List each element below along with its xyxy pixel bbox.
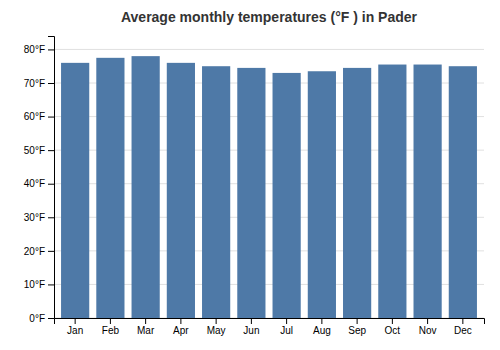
tick-mark	[48, 284, 54, 285]
tick-mark	[180, 318, 181, 324]
tick: 40°F	[24, 178, 54, 189]
plot: 0°F 10°F 20°F 30°F 40°F 50°F 60°F 70°F 80°F Jan Fe…	[24, 37, 485, 337]
tick: 10°F	[24, 279, 54, 290]
tick-mark	[48, 49, 54, 50]
tick-mark	[48, 184, 54, 185]
tick-label: Apr	[173, 325, 189, 336]
tick-label: Jul	[280, 325, 293, 336]
tick-mark	[427, 318, 428, 324]
tick: Dec	[454, 318, 472, 336]
tick-mark	[48, 217, 54, 218]
tick: 80°F	[24, 44, 54, 55]
axis-line	[48, 37, 55, 319]
tick-mark	[48, 83, 54, 84]
tick: 60°F	[24, 111, 54, 122]
tick-label: Oct	[385, 325, 401, 336]
tick-mark	[251, 318, 252, 324]
tick-label: Nov	[419, 325, 437, 336]
y-axis: 0°F 10°F 20°F 30°F 40°F 50°F 60°F 70°F 80°F	[24, 37, 55, 324]
tick-label: Sep	[348, 325, 366, 336]
bar	[378, 65, 406, 318]
bar	[202, 66, 230, 318]
tick-label: Feb	[102, 325, 120, 336]
tick-mark	[321, 318, 322, 324]
tick-mark	[110, 318, 111, 324]
tick-label: May	[207, 325, 226, 336]
title: Average monthly temperatures (°F ) in Pa…	[121, 9, 418, 25]
tick-mark	[145, 318, 146, 324]
tick-label: 40°F	[24, 178, 45, 189]
bar	[449, 66, 477, 318]
bar	[61, 63, 89, 318]
tick-mark	[216, 318, 217, 324]
bar	[273, 73, 301, 318]
tick: 0°F	[29, 313, 54, 324]
tick-label: 60°F	[24, 111, 45, 122]
tick: Jun	[243, 318, 259, 336]
grid-line	[54, 49, 484, 50]
tick: Sep	[348, 318, 366, 336]
tick: Jul	[280, 318, 293, 336]
tick: Jan	[67, 318, 83, 336]
tick-mark	[286, 318, 287, 324]
x-axis: Jan Feb Mar Apr May Jun Jul Aug Sep Oct Nov Dec	[55, 318, 485, 336]
tick: May	[207, 318, 226, 336]
tick-mark	[48, 251, 54, 252]
tick-label: 80°F	[24, 44, 45, 55]
tick-label: Dec	[454, 325, 472, 336]
bar	[237, 68, 265, 318]
tick-mark	[48, 150, 54, 151]
tick-mark	[462, 318, 463, 324]
tick-label: Jun	[243, 325, 259, 336]
tick: 50°F	[24, 145, 54, 156]
tick: 30°F	[24, 212, 54, 223]
tick: Mar	[137, 318, 155, 336]
tick-label: Mar	[137, 325, 155, 336]
axis-line	[55, 319, 485, 325]
tick: Aug	[313, 318, 331, 336]
bar	[132, 56, 160, 318]
tick-label: 30°F	[24, 212, 45, 223]
tick-mark	[392, 318, 393, 324]
tick-label: 20°F	[24, 246, 45, 257]
tick: Nov	[419, 318, 437, 336]
tick: 70°F	[24, 78, 54, 89]
tick-label: 0°F	[29, 313, 45, 324]
tick: 20°F	[24, 246, 54, 257]
tick: Oct	[385, 318, 401, 336]
bar	[308, 71, 336, 318]
tick-label: 70°F	[24, 78, 45, 89]
tick-label: 50°F	[24, 145, 45, 156]
tick-label: 10°F	[24, 279, 45, 290]
bar	[167, 63, 195, 318]
bar	[414, 65, 442, 318]
tick-mark	[357, 318, 358, 324]
bars	[61, 56, 477, 318]
chart: 0°F 10°F 20°F 30°F 40°F 50°F 60°F 70°F 80°F Jan Fe…	[0, 0, 500, 350]
tick: Apr	[173, 318, 189, 336]
grid	[54, 49, 484, 318]
bar	[343, 68, 371, 318]
tick-label: Aug	[313, 325, 331, 336]
bar	[96, 58, 124, 318]
tick: Feb	[102, 318, 120, 336]
tick-mark	[48, 318, 54, 319]
tick-mark	[48, 117, 54, 118]
tick-label: Jan	[67, 325, 83, 336]
tick-mark	[75, 318, 76, 324]
